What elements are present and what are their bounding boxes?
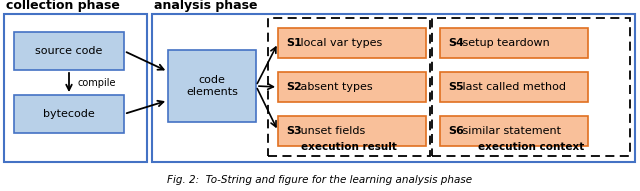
Text: setup teardown: setup teardown (459, 38, 550, 48)
Bar (432, 18, 630, 156)
Text: S5: S5 (448, 82, 463, 92)
Text: similar statement: similar statement (459, 126, 561, 136)
Text: execution context: execution context (478, 142, 584, 152)
Bar (168, 50, 256, 122)
Text: Fig. 2:  To-String and figure for the learning analysis phase: Fig. 2: To-String and figure for the lea… (168, 175, 472, 185)
Text: bytecode: bytecode (43, 109, 95, 119)
Text: local var types: local var types (297, 38, 382, 48)
Text: unset fields: unset fields (297, 126, 365, 136)
Text: S2: S2 (286, 82, 301, 92)
Bar (278, 72, 426, 102)
Bar (278, 116, 426, 146)
Text: source code: source code (35, 46, 102, 56)
Text: S6: S6 (448, 126, 464, 136)
Bar (440, 116, 588, 146)
Text: S1: S1 (286, 38, 301, 48)
Text: S3: S3 (286, 126, 301, 136)
Text: S4: S4 (448, 38, 464, 48)
Bar (14, 95, 124, 133)
Text: last called method: last called method (459, 82, 566, 92)
Text: compile: compile (77, 78, 115, 87)
Text: analysis phase: analysis phase (154, 0, 257, 12)
Text: execution result: execution result (301, 142, 397, 152)
Bar (152, 14, 635, 162)
Bar (268, 18, 430, 156)
Bar (14, 32, 124, 70)
Text: absent types: absent types (297, 82, 372, 92)
Text: code
elements: code elements (186, 75, 238, 97)
Bar (440, 28, 588, 58)
Bar (4, 14, 147, 162)
Bar (278, 28, 426, 58)
Bar (440, 72, 588, 102)
Text: collection phase: collection phase (6, 0, 120, 12)
